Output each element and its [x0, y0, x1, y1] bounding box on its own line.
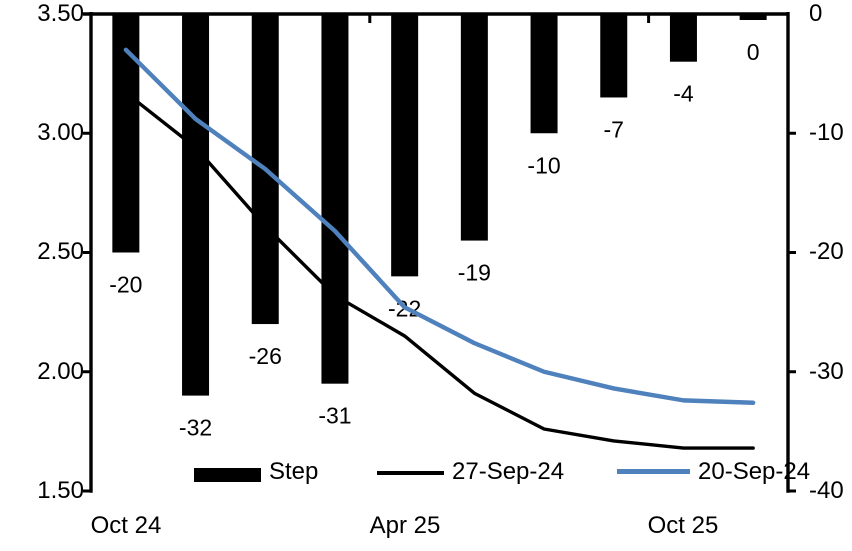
- step-bar: [669, 14, 697, 62]
- step-bar-data-label: -10: [527, 152, 560, 178]
- step-bar: [321, 14, 349, 384]
- step-bar: [530, 14, 558, 134]
- step-bar-data-label: 0: [747, 39, 760, 65]
- step-bar-data-label: -20: [109, 272, 142, 298]
- right-axis-tick-label: -40: [809, 477, 844, 504]
- step-bar-data-label: -7: [604, 116, 624, 142]
- right-axis-labels: 0 -10 -20 -30 -40: [809, 0, 852, 551]
- series-line-20-sep-24: [123, 47, 756, 405]
- legend-label-step: Step: [269, 458, 319, 485]
- x-axis-tick-label: Apr 25: [369, 512, 441, 539]
- right-axis-tick-label: -30: [809, 358, 844, 385]
- step-bar: [391, 14, 419, 277]
- left-axis-labels: 3.50 3.00 2.50 2.00 1.50: [0, 0, 84, 551]
- legend-label-27-sep-24: 27-Sep-24: [452, 458, 565, 485]
- step-bar-data-label: -32: [179, 415, 212, 441]
- step-bar-data-label: -4: [673, 81, 694, 107]
- step-bar: [739, 14, 767, 20]
- step-bar: [600, 14, 628, 98]
- legend-label-20-sep-24: 20-Sep-24: [698, 458, 811, 485]
- left-axis-tick-label: 1.50: [37, 477, 84, 504]
- right-axis-tick-label: 0: [809, 0, 823, 27]
- left-axis-tick-label: 2.50: [37, 238, 84, 265]
- right-axis-tick-label: -10: [809, 119, 844, 146]
- step-bar-data-label: -31: [318, 403, 351, 429]
- right-axis-tick-label: -20: [809, 238, 844, 265]
- left-axis-tick-label: 3.00: [37, 119, 84, 146]
- step-bar: [182, 14, 210, 396]
- step-bar: [460, 14, 488, 241]
- legend-bar-swatch: [194, 468, 261, 482]
- step-bar-data-label: -26: [249, 343, 282, 369]
- x-axis-tick-label: Oct 25: [647, 512, 719, 539]
- series-line-27-sep-24: [124, 91, 755, 450]
- legend-line-swatch: [377, 471, 444, 475]
- x-axis-tick-label: Oct 24: [90, 512, 162, 539]
- step-bar-data-label: -19: [458, 260, 491, 286]
- left-axis-tick-label: 3.50: [37, 0, 84, 27]
- left-axis-tick-label: 2.00: [37, 358, 84, 385]
- legend-line-swatch: [617, 469, 690, 474]
- step-bar: [112, 14, 140, 253]
